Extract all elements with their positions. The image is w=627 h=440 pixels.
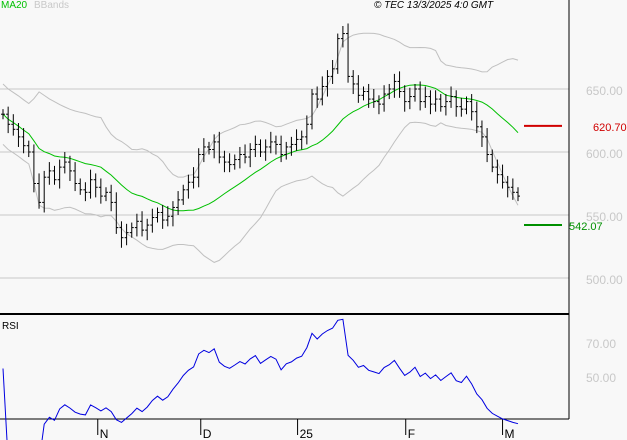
y-tick-label: 600.00: [586, 147, 623, 161]
rsi-tick-label: 70.00: [586, 337, 616, 351]
rsi-label: RSI: [2, 321, 19, 332]
rsi-tick-label: 50.00: [586, 371, 616, 385]
bollinger-lower: [2, 121, 519, 263]
x-tick-label: M: [505, 427, 515, 440]
x-tick-label: D: [203, 427, 212, 440]
legend-ma20: MA20: [1, 0, 28, 11]
level-label: 542.07: [569, 221, 603, 233]
rsi-line: [2, 318, 519, 440]
copyright-text: © TEC 13/3/2025 4:0 GMT: [374, 0, 494, 11]
legend-bbands: BBands: [34, 0, 70, 11]
x-tick-label: 25: [300, 427, 314, 440]
x-tick-label: F: [408, 427, 415, 440]
y-tick-label: 550.00: [586, 210, 623, 224]
y-tick-label: 650.00: [586, 84, 623, 98]
bollinger-upper: [2, 32, 519, 178]
y-tick-label: 500.00: [586, 273, 623, 287]
x-tick-label: N: [100, 427, 109, 440]
level-label: 620.70: [593, 122, 627, 134]
ma20-line: [2, 84, 519, 212]
